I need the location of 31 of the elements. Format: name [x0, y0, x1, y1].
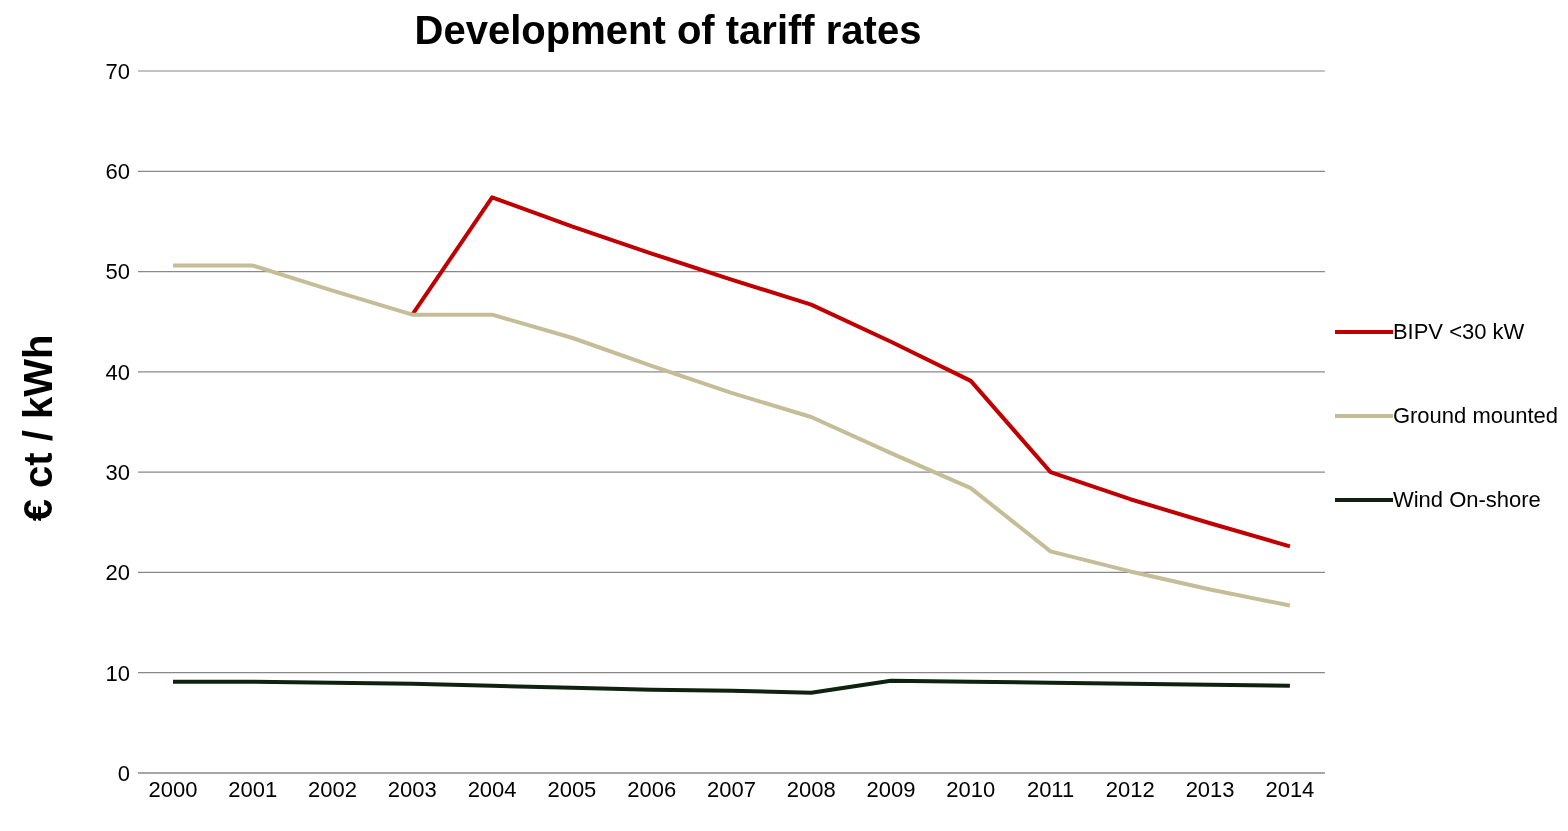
y-tick-label: 50 [105, 259, 130, 285]
x-tick-label: 2001 [228, 776, 278, 802]
x-tick-label: 2008 [786, 776, 836, 802]
x-tick-label: 2013 [1185, 776, 1235, 802]
x-tick-label: 2007 [706, 776, 756, 802]
y-tick-label: 20 [105, 560, 130, 586]
x-tick-label: 2014 [1265, 776, 1315, 802]
x-tick-label: 2011 [1026, 776, 1075, 802]
x-tick-label: 2012 [1105, 776, 1155, 802]
x-tick-label: 2002 [308, 776, 358, 802]
x-tick-label: 2006 [627, 776, 677, 802]
x-tick-label: 2009 [866, 776, 916, 802]
x-tick-label: 2003 [387, 776, 437, 802]
y-tick-label: 70 [105, 58, 130, 84]
y-tick-label: 30 [105, 459, 130, 485]
legend-label: BIPV <30 kW [1392, 318, 1525, 345]
legend-label: Wind On-shore [1392, 486, 1541, 513]
x-tick-label: 2004 [467, 776, 517, 802]
y-axis-title: € ct / kWh [15, 334, 61, 522]
chart-title: Development of tariff rates [413, 8, 923, 53]
x-tick-label: 2005 [547, 776, 597, 802]
x-tick-label: 2000 [148, 776, 198, 802]
y-tick-label: 0 [117, 760, 130, 786]
line-series [171, 678, 1292, 695]
y-tick-label: 10 [105, 660, 130, 686]
y-tick-label: 40 [105, 359, 130, 385]
x-tick-label: 2010 [946, 776, 996, 802]
y-tick-label: 60 [105, 159, 130, 185]
line-series [171, 263, 1292, 608]
line-series [410, 195, 1292, 549]
legend-label: Ground mounted [1392, 402, 1558, 429]
